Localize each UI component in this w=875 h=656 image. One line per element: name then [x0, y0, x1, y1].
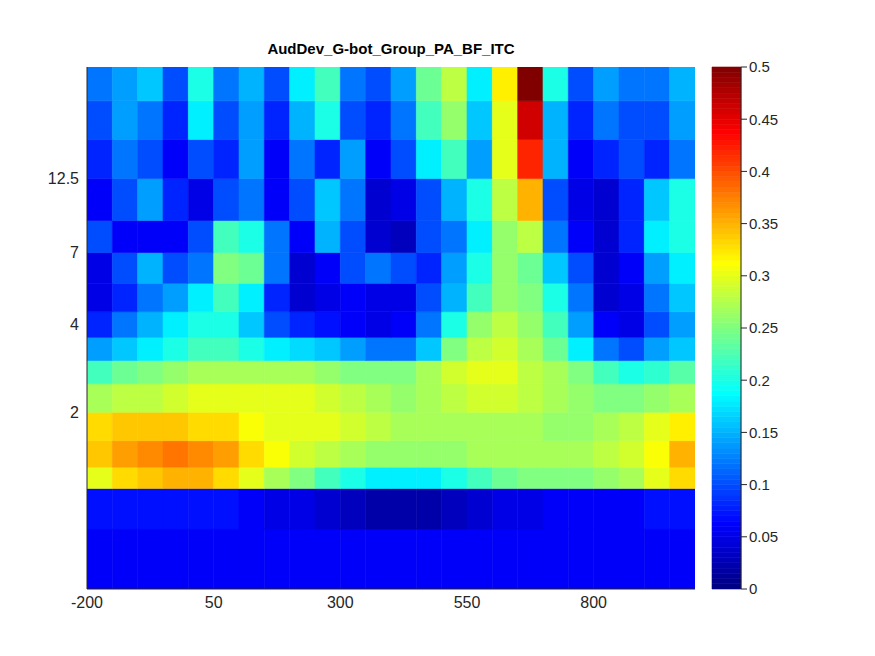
svg-text:0.35: 0.35: [749, 215, 778, 232]
svg-text:4: 4: [70, 316, 79, 333]
svg-text:0.15: 0.15: [749, 424, 778, 441]
svg-text:2: 2: [70, 404, 79, 421]
svg-text:0: 0: [749, 580, 757, 597]
svg-text:800: 800: [580, 594, 607, 611]
svg-text:0.2: 0.2: [749, 372, 770, 389]
svg-text:0.05: 0.05: [749, 528, 778, 545]
svg-text:0.1: 0.1: [749, 476, 770, 493]
html-text:AudDev_G-bot_Group_PA_BF_ITC: AudDev_G-bot_Group_PA_BF_ITC: [267, 40, 515, 57]
svg-text:300: 300: [327, 594, 354, 611]
svg-text:550: 550: [454, 594, 481, 611]
svg-text:-200: -200: [71, 594, 103, 611]
svg-text:0.5: 0.5: [749, 58, 770, 75]
svg-text:7: 7: [70, 244, 79, 261]
svg-text:0.3: 0.3: [749, 267, 770, 284]
svg-text:0.45: 0.45: [749, 111, 778, 128]
svg-text:0.25: 0.25: [749, 319, 778, 336]
svg-text:50: 50: [205, 594, 223, 611]
svg-text:0.4: 0.4: [749, 163, 770, 180]
svg-text:12.5: 12.5: [48, 170, 79, 187]
